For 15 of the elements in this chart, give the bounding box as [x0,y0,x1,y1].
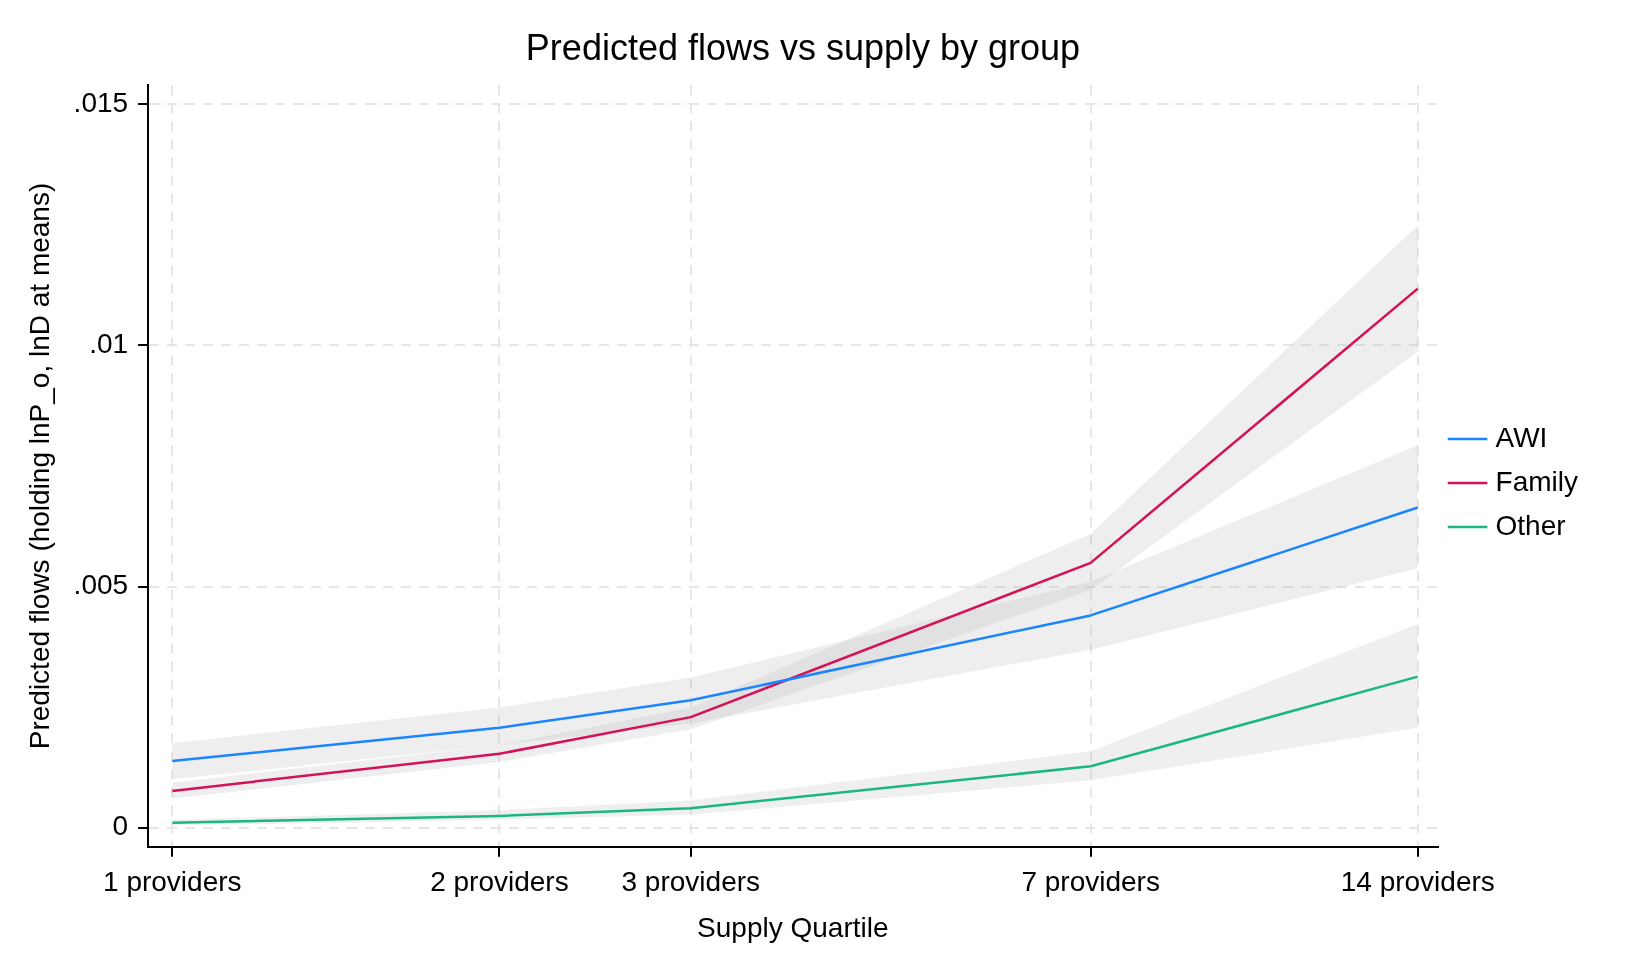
y-tick-label: 0 [112,810,129,842]
y-tick-label: .015 [73,87,129,119]
x-tick-label: 3 providers [621,866,761,898]
y-tick-label: .01 [89,328,129,360]
x-tick-label: 1 providers [103,866,242,898]
x-tick-label: 14 providers [1340,866,1495,898]
legend-label: AWI [1495,421,1548,453]
x-tick-label: 7 providers [1021,866,1160,898]
y-axis-title: Predicted flows (holding lnP_o, lnD at means) [23,182,55,750]
chart-title: Predicted flows vs supply by group [525,26,1081,68]
x-tick-label: 2 providers [430,866,569,898]
legend-label: Other [1495,509,1566,541]
legend-label: Family [1495,465,1579,497]
y-tick-label: .005 [73,569,129,601]
x-axis-title: Supply Quartile [697,911,889,943]
